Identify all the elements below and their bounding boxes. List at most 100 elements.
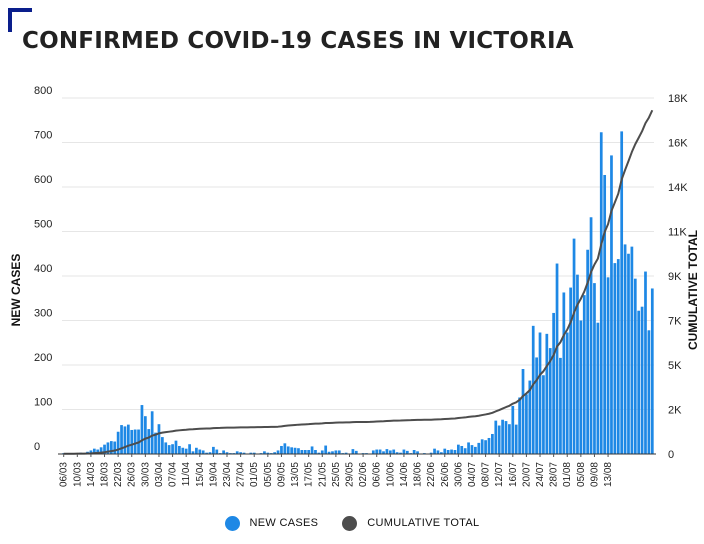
new-cases-bar bbox=[337, 450, 341, 454]
new-cases-bar bbox=[620, 131, 624, 455]
new-cases-bar bbox=[120, 425, 123, 454]
x-tick-label: 14/06 bbox=[399, 462, 410, 487]
x-tick-label: 27/04 bbox=[236, 462, 247, 487]
new-cases-bar bbox=[460, 445, 464, 454]
new-cases-bar bbox=[222, 450, 225, 454]
right-tick-label: 11K bbox=[668, 227, 687, 239]
new-cases-bar bbox=[440, 452, 443, 454]
new-cases-bar bbox=[382, 451, 385, 454]
new-cases-bar bbox=[518, 397, 521, 454]
new-cases-bar bbox=[320, 450, 324, 454]
new-cases-bar bbox=[242, 452, 246, 454]
new-cases-bar bbox=[96, 449, 100, 454]
x-tick-label: 05/05 bbox=[263, 462, 274, 487]
new-cases-bar bbox=[181, 447, 185, 454]
new-cases-bar bbox=[314, 450, 317, 454]
new-cases-bar bbox=[429, 452, 433, 454]
gridlines bbox=[62, 97, 654, 455]
right-tick-label: 14K bbox=[668, 182, 688, 194]
new-cases-bar bbox=[525, 394, 528, 454]
new-cases-bar bbox=[103, 444, 106, 454]
x-tick-label: 18/06 bbox=[413, 462, 424, 487]
new-cases-bar bbox=[596, 322, 600, 454]
new-cases-bar bbox=[402, 449, 406, 454]
cumulative-line bbox=[63, 109, 654, 455]
new-cases-bar bbox=[327, 451, 331, 454]
new-cases-bar bbox=[491, 433, 494, 454]
x-tick-label: 04/07 bbox=[467, 462, 478, 487]
new-cases-bar bbox=[450, 449, 453, 454]
new-cases-bar bbox=[514, 424, 518, 454]
x-tick-label: 03/04 bbox=[154, 462, 165, 487]
x-tick-label: 14/03 bbox=[86, 462, 97, 487]
x-tick-label: 09/05 bbox=[276, 462, 287, 487]
new-cases-bar bbox=[457, 444, 460, 454]
new-cases-bar bbox=[399, 452, 402, 454]
new-cases-bar bbox=[501, 419, 504, 454]
x-tick-label: 08/07 bbox=[481, 462, 492, 487]
right-tick-label: 18K bbox=[668, 93, 688, 105]
left-tick-label: 0 bbox=[34, 441, 40, 453]
left-tick-label: 600 bbox=[34, 174, 52, 186]
legend-item-cumulative[interactable]: CUMULATIVE TOTAL bbox=[342, 515, 480, 531]
legend-item-new-cases[interactable]: NEW CASES bbox=[224, 515, 319, 531]
new-cases-bar bbox=[317, 452, 321, 454]
new-cases-bar bbox=[395, 452, 399, 454]
new-cases-bar bbox=[375, 449, 379, 454]
right-tick-label: 5K bbox=[668, 360, 682, 372]
new-cases-bar bbox=[582, 295, 586, 454]
x-tick-label: 20/07 bbox=[521, 462, 532, 487]
x-tick-label: 06/03 bbox=[59, 462, 70, 487]
new-cases-bar bbox=[463, 448, 467, 454]
new-cases-bar bbox=[174, 440, 178, 454]
new-cases-bar bbox=[293, 447, 297, 454]
x-tick-label: 24/07 bbox=[535, 462, 546, 487]
new-cases-bar bbox=[130, 429, 134, 454]
new-cases-bar bbox=[106, 442, 110, 454]
new-cases-bar bbox=[467, 442, 470, 454]
x-axis-ticks: 06/03 10/03 14/03 18/03 22/03 26/03 30/03 03/04… bbox=[59, 454, 614, 487]
x-tick-label: 30/03 bbox=[140, 462, 151, 487]
x-tick-label: 10/06 bbox=[385, 462, 396, 487]
new-cases-bar bbox=[647, 330, 651, 454]
new-cases-bar bbox=[559, 357, 562, 454]
new-cases-bar bbox=[593, 283, 596, 454]
new-cases-bar bbox=[606, 277, 610, 454]
new-cases-bar bbox=[92, 448, 96, 454]
right-axis-title: CUMULATIVE TOTAL bbox=[686, 230, 700, 350]
legend-label-cumulative: CUMULATIVE TOTAL bbox=[367, 517, 480, 529]
x-tick-label: 15/04 bbox=[195, 462, 206, 487]
new-cases-bar bbox=[623, 244, 627, 454]
new-cases-bar bbox=[528, 380, 532, 454]
new-cases-bar bbox=[586, 249, 590, 454]
new-cases-bar bbox=[477, 442, 481, 455]
new-cases-bar bbox=[392, 449, 396, 454]
new-cases-bar bbox=[171, 444, 174, 454]
new-cases-bar bbox=[310, 446, 314, 454]
new-cases-bar bbox=[283, 443, 287, 454]
new-cases-bar bbox=[487, 437, 491, 454]
new-cases-bar bbox=[331, 451, 334, 454]
corner-bracket-logo bbox=[8, 8, 32, 32]
new-cases-bar bbox=[378, 449, 382, 454]
new-cases-bar bbox=[616, 259, 620, 454]
new-cases-bar bbox=[552, 312, 555, 454]
x-tick-label: 09/08 bbox=[589, 462, 600, 487]
new-cases-bar bbox=[351, 449, 355, 454]
x-tick-label: 21/05 bbox=[317, 462, 328, 487]
new-cases-bar bbox=[276, 450, 280, 454]
x-tick-label: 17/05 bbox=[304, 462, 315, 487]
new-cases-bar bbox=[334, 450, 338, 454]
new-cases-bar bbox=[239, 452, 242, 454]
right-tick-label: 2K bbox=[668, 405, 682, 417]
new-cases-bar bbox=[562, 292, 566, 454]
right-tick-label: 16K bbox=[668, 138, 688, 150]
new-cases-bar bbox=[545, 333, 549, 454]
new-cases-bar bbox=[286, 446, 290, 454]
left-axis-ticks: 0 100 200 300 400 500 600 700 800 bbox=[34, 85, 52, 453]
new-cases-bar bbox=[252, 452, 256, 454]
x-tick-label: 13/05 bbox=[290, 462, 301, 487]
new-cases-bar bbox=[167, 445, 171, 454]
new-cases-bar bbox=[89, 450, 93, 454]
x-tick-label: 19/04 bbox=[208, 462, 219, 487]
